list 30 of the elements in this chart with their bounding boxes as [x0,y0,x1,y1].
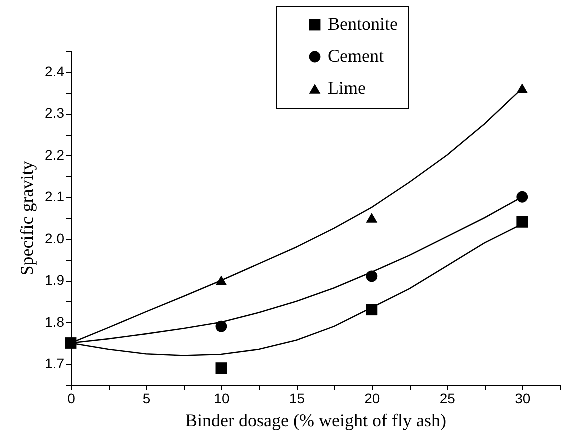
y-tick-label: 2.1 [45,188,65,205]
y-tick-label: 1.8 [45,314,65,330]
y-tick-label: 1.9 [45,272,65,288]
x-tick-label: 15 [289,390,306,406]
x-tick-label: 25 [440,390,456,406]
legend-label: Cement [328,46,384,66]
y-tick-label: 1.7 [45,356,65,372]
x-tick-label: 10 [214,390,230,406]
x-tick-label: 5 [142,390,151,406]
point [366,270,378,282]
point [216,276,228,286]
x-tick-label: 20 [364,390,380,406]
point [516,84,528,94]
point [216,362,228,374]
point [366,304,378,316]
y-tick-label: 2.2 [45,146,65,163]
point [516,216,528,228]
y-axis-title: Specific gravity [17,161,38,276]
point [516,191,528,203]
y-tick-label: 2.3 [45,105,65,122]
x-tick-label: 30 [515,390,531,406]
point [65,338,77,349]
y-tick-label: 2.0 [45,230,65,246]
legend-label: Lime [328,78,366,98]
legend-label: Bentonite [328,14,398,34]
point [216,320,228,332]
x-axis-title: Binder dosage (% weight of fly ash) [186,410,446,430]
y-tick-label: 2.4 [45,63,65,80]
x-tick-label: 0 [68,390,76,406]
point [366,213,378,223]
